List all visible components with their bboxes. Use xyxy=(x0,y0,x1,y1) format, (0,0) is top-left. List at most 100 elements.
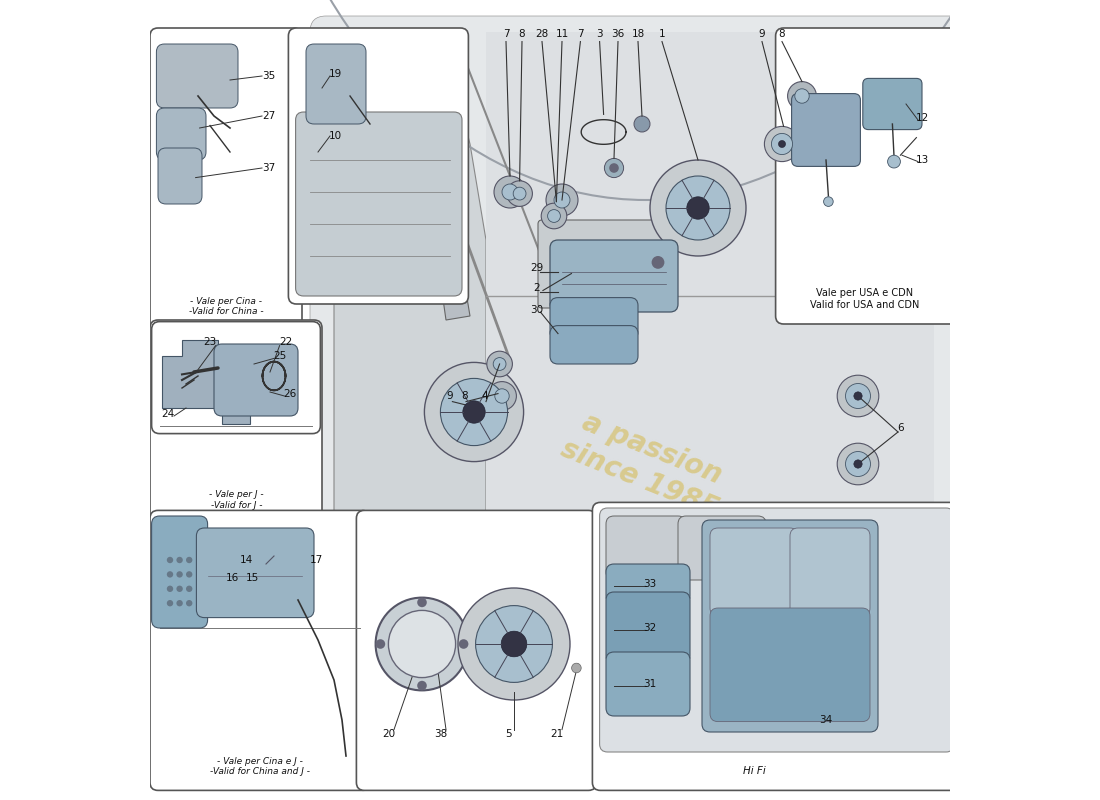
Text: 29: 29 xyxy=(530,263,543,273)
FancyBboxPatch shape xyxy=(156,108,206,160)
Text: 25: 25 xyxy=(273,351,286,361)
Text: 38: 38 xyxy=(433,730,447,739)
Text: 14: 14 xyxy=(240,555,253,565)
FancyBboxPatch shape xyxy=(702,520,878,732)
Text: 19: 19 xyxy=(329,69,342,78)
Text: 36: 36 xyxy=(612,29,625,38)
Circle shape xyxy=(666,176,730,240)
Circle shape xyxy=(854,392,862,400)
Circle shape xyxy=(779,141,785,147)
Circle shape xyxy=(475,606,552,682)
Text: 15: 15 xyxy=(245,573,258,582)
Text: 5: 5 xyxy=(505,730,512,739)
FancyBboxPatch shape xyxy=(710,528,798,616)
Text: 8: 8 xyxy=(461,391,468,401)
FancyBboxPatch shape xyxy=(310,16,966,752)
FancyBboxPatch shape xyxy=(593,502,958,790)
Circle shape xyxy=(609,163,619,173)
Text: 6: 6 xyxy=(898,423,904,433)
Text: 30: 30 xyxy=(530,305,543,314)
Text: 10: 10 xyxy=(329,131,342,141)
Text: 3: 3 xyxy=(596,29,603,38)
Circle shape xyxy=(417,681,427,690)
Text: 4: 4 xyxy=(481,391,487,401)
Circle shape xyxy=(634,116,650,132)
FancyBboxPatch shape xyxy=(156,44,238,108)
FancyBboxPatch shape xyxy=(538,220,674,308)
Text: 11: 11 xyxy=(556,29,569,38)
Text: 7: 7 xyxy=(503,29,509,38)
Circle shape xyxy=(554,192,570,208)
FancyBboxPatch shape xyxy=(150,320,322,524)
Circle shape xyxy=(186,586,192,592)
FancyBboxPatch shape xyxy=(600,508,954,752)
Circle shape xyxy=(186,571,192,578)
Circle shape xyxy=(888,155,901,168)
Text: 16: 16 xyxy=(226,573,239,582)
Text: 33: 33 xyxy=(644,579,657,589)
Circle shape xyxy=(463,401,485,423)
Text: 32: 32 xyxy=(644,623,657,633)
Circle shape xyxy=(176,571,183,578)
Circle shape xyxy=(546,184,578,216)
Circle shape xyxy=(502,184,518,200)
Text: 37: 37 xyxy=(262,163,275,173)
Circle shape xyxy=(167,571,173,578)
Text: 27: 27 xyxy=(262,111,275,121)
Text: 18: 18 xyxy=(631,29,645,38)
FancyBboxPatch shape xyxy=(296,112,462,296)
Text: 24: 24 xyxy=(161,410,174,419)
FancyBboxPatch shape xyxy=(197,528,314,618)
Circle shape xyxy=(686,197,710,219)
Circle shape xyxy=(375,598,469,690)
Text: 22: 22 xyxy=(279,338,293,347)
Circle shape xyxy=(459,639,469,649)
Polygon shape xyxy=(162,340,250,424)
FancyBboxPatch shape xyxy=(606,564,690,604)
Circle shape xyxy=(548,210,560,222)
Text: 23: 23 xyxy=(204,338,217,347)
Polygon shape xyxy=(334,32,486,720)
FancyBboxPatch shape xyxy=(150,28,302,332)
Text: 12: 12 xyxy=(915,114,928,123)
FancyBboxPatch shape xyxy=(606,652,690,716)
FancyBboxPatch shape xyxy=(606,516,686,580)
Circle shape xyxy=(495,389,509,403)
Circle shape xyxy=(651,256,664,269)
Circle shape xyxy=(176,586,183,592)
Circle shape xyxy=(572,663,581,673)
Text: 8: 8 xyxy=(779,29,785,38)
Text: 2: 2 xyxy=(534,283,540,293)
Circle shape xyxy=(167,600,173,606)
Circle shape xyxy=(846,383,870,409)
FancyBboxPatch shape xyxy=(150,510,370,790)
Circle shape xyxy=(764,126,800,162)
Text: 8: 8 xyxy=(519,29,526,38)
Circle shape xyxy=(541,203,567,229)
Text: 7: 7 xyxy=(578,29,584,38)
Circle shape xyxy=(167,586,173,592)
FancyBboxPatch shape xyxy=(776,28,958,324)
Circle shape xyxy=(167,557,173,563)
FancyBboxPatch shape xyxy=(678,516,766,580)
FancyBboxPatch shape xyxy=(356,510,596,790)
Polygon shape xyxy=(442,292,470,320)
FancyBboxPatch shape xyxy=(158,148,202,204)
Circle shape xyxy=(186,557,192,563)
Circle shape xyxy=(494,176,526,208)
Text: - Vale per J -
-Valid for J -: - Vale per J - -Valid for J - xyxy=(209,490,264,510)
Text: 28: 28 xyxy=(536,29,549,38)
Circle shape xyxy=(176,557,183,563)
Circle shape xyxy=(375,639,385,649)
Circle shape xyxy=(487,382,516,410)
Circle shape xyxy=(487,351,513,377)
Text: 1: 1 xyxy=(659,29,666,38)
Text: 17: 17 xyxy=(310,555,323,565)
FancyBboxPatch shape xyxy=(790,528,870,616)
Circle shape xyxy=(846,451,870,477)
FancyBboxPatch shape xyxy=(550,240,678,312)
Circle shape xyxy=(837,443,879,485)
FancyBboxPatch shape xyxy=(710,608,870,722)
Text: a passion
since 1985: a passion since 1985 xyxy=(557,405,735,523)
FancyBboxPatch shape xyxy=(306,44,366,124)
